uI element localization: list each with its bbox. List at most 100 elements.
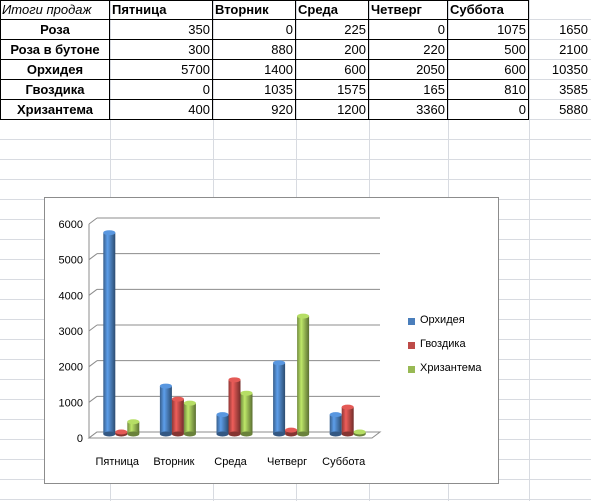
legend-label: Гвоздика bbox=[420, 338, 466, 350]
table-cell[interactable]: 0 bbox=[437, 22, 445, 37]
x-tick-label: Суббота bbox=[322, 456, 366, 468]
table-cell[interactable]: 600 bbox=[344, 62, 366, 77]
bar-base bbox=[127, 431, 140, 437]
bar-base bbox=[159, 431, 172, 437]
x-tick-label: Среда bbox=[214, 456, 247, 468]
bar-Хризантема-Среда bbox=[240, 393, 253, 434]
y-tick-label: 3000 bbox=[59, 326, 83, 338]
table-cell[interactable]: 0 bbox=[202, 82, 210, 97]
y-tick-label: 6000 bbox=[59, 219, 83, 231]
bar-base bbox=[216, 431, 229, 437]
table-cell[interactable]: 1400 bbox=[264, 62, 293, 77]
column-header-cell[interactable]: Вторник bbox=[215, 2, 269, 17]
bar-top bbox=[183, 400, 196, 406]
y-tick-label: 4000 bbox=[59, 290, 83, 302]
table-cell[interactable]: 500 bbox=[504, 42, 526, 57]
bar-base bbox=[103, 431, 116, 437]
bar-base bbox=[273, 431, 286, 437]
gridline bbox=[88, 395, 98, 403]
chart-plot: 0 1000 2000 3000 4000 5000 6000 Пятница Вторник С… bbox=[59, 217, 382, 468]
column-header-cell[interactable]: Суббота bbox=[450, 2, 504, 17]
table-cell[interactable]: 300 bbox=[188, 42, 210, 57]
bar-top bbox=[115, 429, 128, 435]
x-tick-label: Пятница bbox=[96, 456, 140, 468]
column-header-cell[interactable]: Пятница bbox=[112, 2, 167, 17]
row-label-cell[interactable]: Роза bbox=[40, 22, 70, 37]
bar-base bbox=[285, 431, 298, 437]
bar-base bbox=[240, 431, 253, 437]
bar-base bbox=[329, 431, 342, 437]
y-tick-label: 1000 bbox=[59, 397, 83, 409]
legend-swatch bbox=[408, 342, 415, 349]
row-label-cell[interactable]: Хризантема bbox=[16, 102, 94, 117]
bar-top bbox=[103, 230, 116, 236]
bar-top bbox=[159, 383, 172, 389]
table-cell[interactable]: 5700 bbox=[181, 62, 210, 77]
table-cell[interactable]: 1075 bbox=[497, 22, 526, 37]
bar-top bbox=[171, 396, 184, 402]
bar-base bbox=[171, 431, 184, 437]
bar-top bbox=[297, 313, 310, 319]
table-cell[interactable]: 1200 bbox=[337, 102, 366, 117]
gridline bbox=[88, 324, 98, 332]
bar-base bbox=[341, 431, 354, 437]
bar-Гвоздика-Среда bbox=[228, 379, 241, 434]
bar-Орхидея-Вторник bbox=[159, 386, 172, 434]
bar-base bbox=[297, 431, 310, 437]
table-cell[interactable]: 810 bbox=[504, 82, 526, 97]
table-cell[interactable]: 165 bbox=[423, 82, 445, 97]
table-cell[interactable]: 2050 bbox=[416, 62, 445, 77]
table-cell[interactable]: 220 bbox=[423, 42, 445, 57]
table-cell[interactable]: 200 bbox=[344, 42, 366, 57]
row-label-cell[interactable]: Роза в бутоне bbox=[10, 42, 100, 57]
bar-Орхидея-Суббота bbox=[329, 414, 342, 434]
bar-base bbox=[183, 431, 196, 437]
bar-Хризантема-Четверг bbox=[297, 316, 310, 434]
table-cell[interactable]: 1575 bbox=[337, 82, 366, 97]
chart[interactable]: 0 1000 2000 3000 4000 5000 6000 Пятница Вторник С… bbox=[44, 197, 499, 484]
bar-top bbox=[228, 377, 241, 383]
table-cell[interactable]: 3360 bbox=[416, 102, 445, 117]
x-tick-label: Четверг bbox=[267, 456, 307, 468]
x-tick-label: Вторник bbox=[153, 456, 194, 468]
legend-label: Орхидея bbox=[420, 314, 465, 326]
table-cell[interactable]: 600 bbox=[504, 62, 526, 77]
table-corner-cell[interactable]: Итоги продаж bbox=[2, 2, 92, 17]
bar-Орхидея-Пятница bbox=[103, 232, 116, 434]
bar-top bbox=[127, 419, 140, 425]
table-cell[interactable]: 880 bbox=[271, 42, 293, 57]
total-cell[interactable]: 3585 bbox=[559, 82, 588, 97]
bar-top bbox=[341, 404, 354, 410]
bar-Хризантема-Вторник bbox=[183, 403, 196, 434]
bar-top bbox=[273, 360, 286, 366]
y-tick-label: 0 bbox=[77, 433, 83, 445]
y-tick-label: 2000 bbox=[59, 362, 83, 374]
legend-swatch bbox=[408, 318, 415, 325]
row-label-cell[interactable]: Орхидея bbox=[26, 62, 84, 77]
gridline bbox=[88, 217, 98, 225]
table-cell[interactable]: 400 bbox=[188, 102, 210, 117]
bar-top bbox=[285, 427, 298, 433]
y-tick-label: 5000 bbox=[59, 255, 83, 267]
column-header-cell[interactable]: Среда bbox=[298, 2, 339, 17]
row-label-cell[interactable]: Гвоздика bbox=[25, 82, 85, 97]
bar-top bbox=[329, 412, 342, 418]
bar-Гвоздика-Суббота bbox=[341, 407, 354, 434]
total-cell[interactable]: 1650 bbox=[559, 22, 588, 37]
bar-Хризантема-Пятница bbox=[127, 421, 140, 434]
table-cell[interactable]: 0 bbox=[285, 22, 293, 37]
gridline bbox=[88, 288, 98, 296]
table-cell[interactable]: 225 bbox=[344, 22, 366, 37]
bar-Гвоздика-Вторник bbox=[171, 399, 184, 434]
total-cell[interactable]: 10350 bbox=[551, 62, 588, 77]
table-cell[interactable]: 0 bbox=[518, 102, 526, 117]
column-header-cell[interactable]: Четверг bbox=[371, 2, 422, 17]
table-cell[interactable]: 350 bbox=[188, 22, 210, 37]
table-cell[interactable]: 1035 bbox=[264, 82, 293, 97]
legend-swatch bbox=[408, 366, 415, 373]
table-cell[interactable]: 920 bbox=[271, 102, 293, 117]
bar-Орхидея-Четверг bbox=[273, 362, 286, 434]
total-cell[interactable]: 5880 bbox=[559, 102, 588, 117]
gridline bbox=[88, 253, 98, 261]
total-cell[interactable]: 2100 bbox=[559, 42, 588, 57]
